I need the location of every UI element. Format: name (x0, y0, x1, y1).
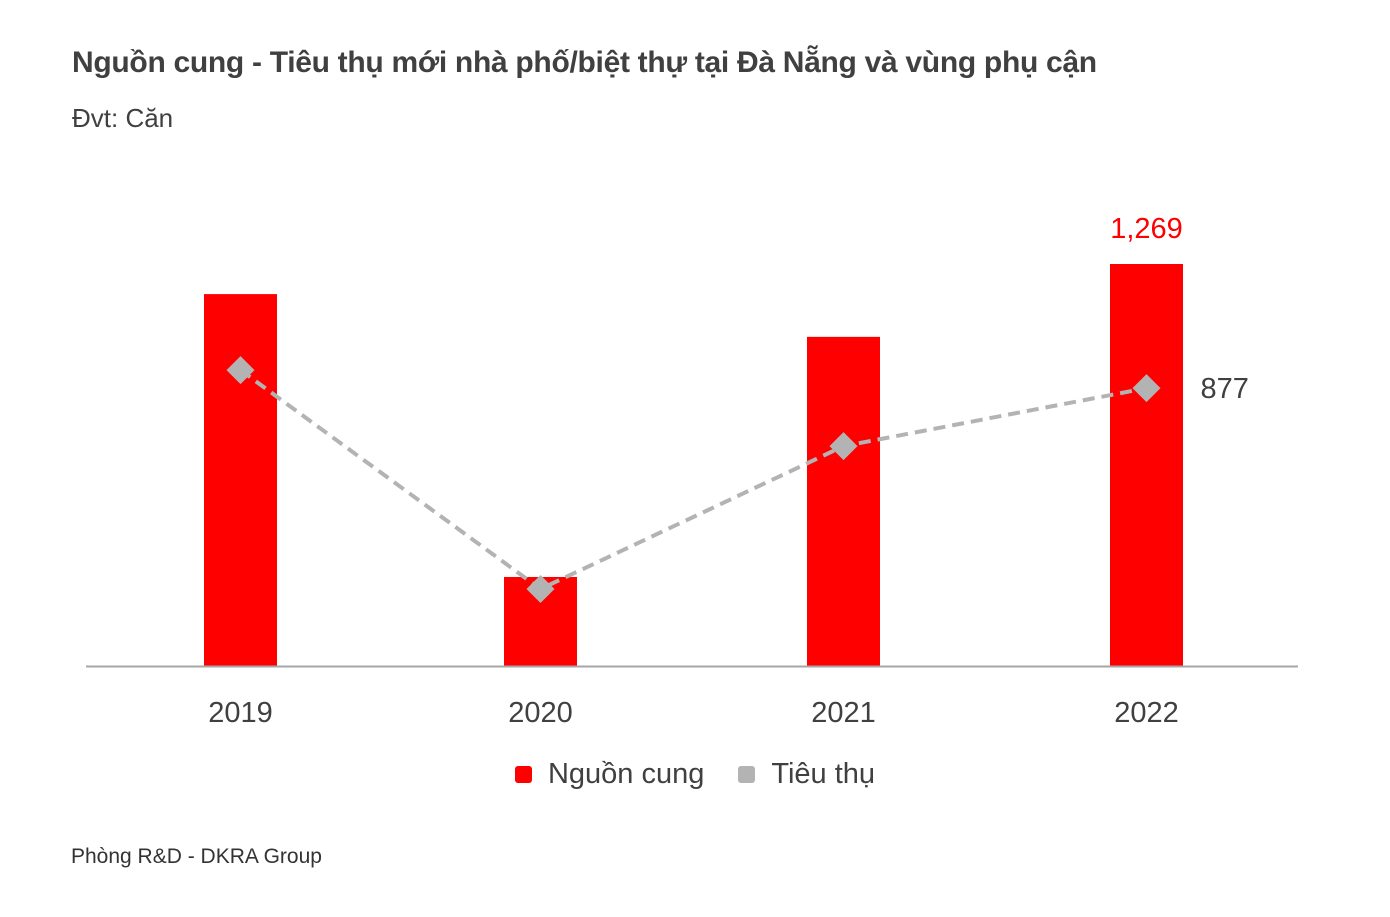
legend-label-supply: Nguồn cung (547, 758, 705, 790)
bar-2022 (1110, 264, 1183, 666)
supply-data-label-2022: 1,269 (1110, 213, 1183, 245)
x-tick-label-2022: 2022 (1114, 697, 1179, 729)
consumption-marker-2019 (226, 356, 255, 385)
consumption-marker-2020 (526, 575, 555, 604)
legend-item-supply: Nguồn cung (514, 758, 705, 791)
bar-2021 (807, 336, 880, 666)
legend: Nguồn cung Tiêu thụ (0, 758, 1390, 791)
bar-2019 (204, 294, 277, 666)
legend-swatch-supply (514, 766, 532, 783)
x-tick-label-2020: 2020 (508, 697, 573, 729)
consumption-marker-2022 (1132, 374, 1161, 403)
consumption-marker-2021 (829, 432, 858, 461)
unit-label: Đvt: Căn (72, 103, 174, 133)
chart-title: Nguồn cung - Tiêu thụ mới nhà phố/biệt t… (72, 46, 1097, 79)
legend-swatch-consumption (738, 766, 756, 783)
legend-item-consumption: Tiêu thụ (738, 758, 875, 791)
consumption-line (239, 368, 1147, 592)
consumption-data-label-2022: 877 (1201, 373, 1249, 405)
x-tick-label-2019: 2019 (208, 697, 273, 729)
x-tick-label-2021: 2021 (811, 697, 876, 729)
legend-label-consumption: Tiêu thụ (771, 758, 876, 790)
source-footer: Phòng R&D - DKRA Group (71, 845, 322, 868)
